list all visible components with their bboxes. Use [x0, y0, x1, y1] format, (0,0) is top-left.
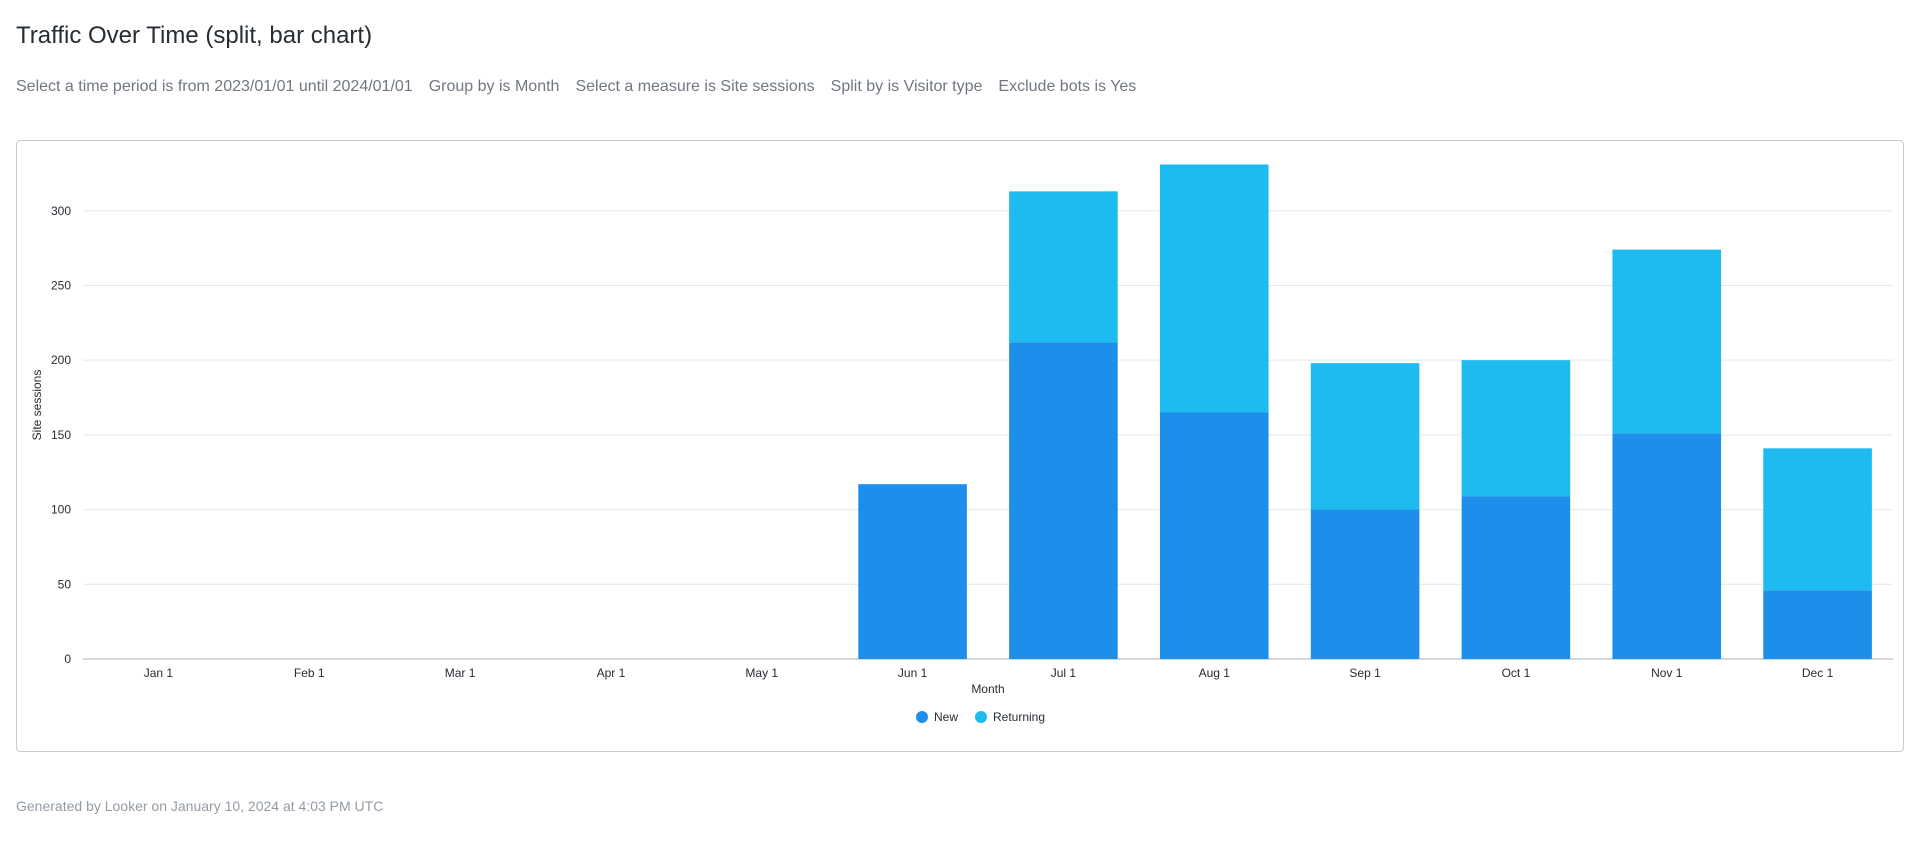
y-axis-title: Site sessions	[30, 370, 44, 441]
x-tick-label: Dec 1	[1802, 666, 1834, 680]
filter-exclude-bots: Exclude bots is Yes	[998, 78, 1137, 95]
bar-new	[1009, 342, 1118, 659]
generated-footer: Generated by Looker on January 10, 2024 …	[16, 798, 384, 814]
x-tick-label: Aug 1	[1199, 666, 1231, 680]
x-tick-label: Sep 1	[1349, 666, 1381, 680]
filter-group-by: Group by is Month	[428, 78, 560, 95]
x-tick-label: Oct 1	[1502, 666, 1531, 680]
y-tick-label: 250	[51, 278, 71, 292]
legend-marker-returning	[975, 711, 987, 723]
x-axis-title: Month	[971, 682, 1004, 696]
bar-new	[1612, 433, 1722, 659]
y-tick-label: 0	[64, 652, 71, 666]
x-tick-label: Nov 1	[1651, 666, 1683, 680]
legend-label-new: New	[934, 710, 958, 724]
x-tick-label: Mar 1	[445, 666, 476, 680]
bar-returning	[1763, 448, 1872, 591]
bar-new	[1159, 412, 1269, 659]
y-tick-label: 50	[58, 577, 72, 591]
bar-new	[858, 484, 967, 659]
bar-returning	[1461, 360, 1571, 497]
chart-card: 0 50 100 150 200 250 300 Site sessions Jan 1 Feb …	[16, 140, 1904, 752]
x-tick-label: Apr 1	[597, 666, 626, 680]
bar-new	[1763, 590, 1872, 659]
x-tick-label: Jan 1	[144, 666, 174, 680]
x-tick-label: Feb 1	[294, 666, 325, 680]
filter-measure: Select a measure is Site sessions	[575, 78, 815, 95]
legend-label-returning: Returning	[993, 710, 1045, 724]
legend-marker-new	[916, 711, 928, 723]
x-tick-label: Jun 1	[898, 666, 928, 680]
y-tick-label: 150	[51, 428, 71, 442]
y-tick-label: 300	[51, 204, 71, 218]
stacked-bar-chart: 0 50 100 150 200 250 300 Site sessions Jan 1 Feb …	[30, 164, 1893, 724]
bar-returning	[1612, 249, 1722, 434]
bar-new	[1310, 509, 1420, 659]
y-tick-label: 200	[51, 353, 71, 367]
filter-split-by: Split by is Visitor type	[830, 78, 983, 95]
y-tick-label: 100	[51, 503, 71, 517]
bar-returning	[1310, 363, 1420, 510]
x-tick-label: May 1	[745, 666, 778, 680]
page-title: Traffic Over Time (split, bar chart)	[16, 22, 373, 49]
filter-summary: Select a time period is from 2023/01/01 …	[16, 78, 1136, 96]
x-tick-label: Jul 1	[1051, 666, 1077, 680]
bar-returning	[1159, 164, 1269, 413]
filter-time-period: Select a time period is from 2023/01/01 …	[16, 78, 413, 95]
bar-returning	[1009, 191, 1118, 343]
bar-new	[1461, 496, 1571, 659]
